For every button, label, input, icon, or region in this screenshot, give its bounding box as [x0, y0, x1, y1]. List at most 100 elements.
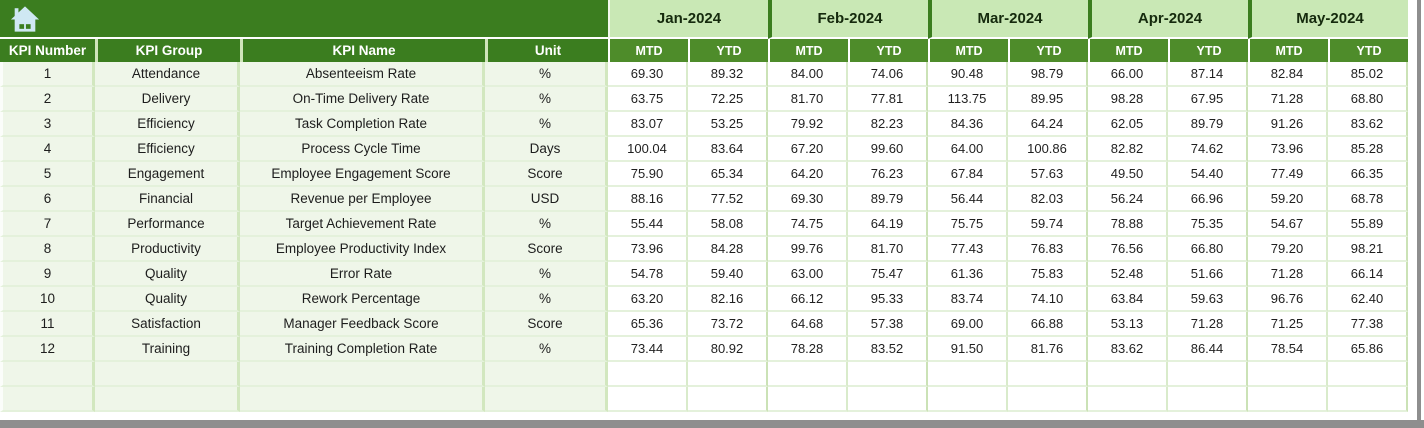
subheader-may-mtd[interactable]: MTD	[1248, 39, 1328, 62]
kpi-name-cell[interactable]: Manager Feedback Score	[240, 312, 485, 337]
kpi-number-cell[interactable]: 6	[0, 187, 95, 212]
value-cell[interactable]: 66.35	[1328, 162, 1408, 187]
value-cell[interactable]: 83.64	[688, 137, 768, 162]
value-cell[interactable]: 82.84	[1248, 62, 1328, 87]
empty-cell[interactable]	[768, 362, 848, 387]
value-cell[interactable]: 87.14	[1168, 62, 1248, 87]
unit-cell[interactable]: Score	[485, 312, 608, 337]
value-cell[interactable]: 76.83	[1008, 237, 1088, 262]
empty-cell[interactable]	[608, 362, 688, 387]
value-cell[interactable]: 73.96	[608, 237, 688, 262]
kpi-number-cell[interactable]: 4	[0, 137, 95, 162]
empty-cell[interactable]	[1328, 387, 1408, 412]
value-cell[interactable]: 90.48	[928, 62, 1008, 87]
value-cell[interactable]: 77.38	[1328, 312, 1408, 337]
value-cell[interactable]: 85.28	[1328, 137, 1408, 162]
value-cell[interactable]: 74.06	[848, 62, 928, 87]
kpi-number-cell[interactable]: 7	[0, 212, 95, 237]
empty-cell[interactable]	[240, 362, 485, 387]
value-cell[interactable]: 67.84	[928, 162, 1008, 187]
kpi-group-cell[interactable]: Financial	[95, 187, 240, 212]
value-cell[interactable]: 64.00	[928, 137, 1008, 162]
value-cell[interactable]: 68.78	[1328, 187, 1408, 212]
value-cell[interactable]: 81.70	[848, 237, 928, 262]
value-cell[interactable]: 59.40	[688, 262, 768, 287]
value-cell[interactable]: 62.40	[1328, 287, 1408, 312]
month-header-mar[interactable]: Mar-2024	[928, 0, 1088, 39]
column-header-kpi-name[interactable]: KPI Name	[240, 39, 485, 62]
subheader-mar-mtd[interactable]: MTD	[928, 39, 1008, 62]
value-cell[interactable]: 75.35	[1168, 212, 1248, 237]
value-cell[interactable]: 74.62	[1168, 137, 1248, 162]
value-cell[interactable]: 78.28	[768, 337, 848, 362]
value-cell[interactable]: 69.00	[928, 312, 1008, 337]
unit-cell[interactable]: Score	[485, 237, 608, 262]
value-cell[interactable]: 49.50	[1088, 162, 1168, 187]
value-cell[interactable]: 73.72	[688, 312, 768, 337]
column-header-unit[interactable]: Unit	[485, 39, 608, 62]
kpi-number-cell[interactable]: 10	[0, 287, 95, 312]
value-cell[interactable]: 74.75	[768, 212, 848, 237]
home-button[interactable]	[9, 4, 41, 34]
value-cell[interactable]: 66.14	[1328, 262, 1408, 287]
empty-cell[interactable]	[1248, 362, 1328, 387]
column-header-kpi-number[interactable]: KPI Number	[0, 39, 95, 62]
empty-cell[interactable]	[768, 387, 848, 412]
value-cell[interactable]: 65.86	[1328, 337, 1408, 362]
kpi-group-cell[interactable]: Attendance	[95, 62, 240, 87]
empty-cell[interactable]	[485, 387, 608, 412]
kpi-group-cell[interactable]: Quality	[95, 287, 240, 312]
unit-cell[interactable]: %	[485, 212, 608, 237]
kpi-name-cell[interactable]: Error Rate	[240, 262, 485, 287]
value-cell[interactable]: 73.96	[1248, 137, 1328, 162]
unit-cell[interactable]: %	[485, 87, 608, 112]
value-cell[interactable]: 83.52	[848, 337, 928, 362]
subheader-mar-ytd[interactable]: YTD	[1008, 39, 1088, 62]
kpi-group-cell[interactable]: Satisfaction	[95, 312, 240, 337]
empty-cell[interactable]	[928, 362, 1008, 387]
kpi-group-cell[interactable]: Efficiency	[95, 112, 240, 137]
value-cell[interactable]: 53.13	[1088, 312, 1168, 337]
value-cell[interactable]: 77.49	[1248, 162, 1328, 187]
kpi-number-cell[interactable]: 11	[0, 312, 95, 337]
value-cell[interactable]: 71.28	[1168, 312, 1248, 337]
value-cell[interactable]: 63.00	[768, 262, 848, 287]
kpi-number-cell[interactable]: 2	[0, 87, 95, 112]
value-cell[interactable]: 79.92	[768, 112, 848, 137]
kpi-name-cell[interactable]: Rework Percentage	[240, 287, 485, 312]
value-cell[interactable]: 84.36	[928, 112, 1008, 137]
subheader-jan-mtd[interactable]: MTD	[608, 39, 688, 62]
empty-cell[interactable]	[1168, 362, 1248, 387]
value-cell[interactable]: 83.62	[1088, 337, 1168, 362]
subheader-jan-ytd[interactable]: YTD	[688, 39, 768, 62]
kpi-name-cell[interactable]: Revenue per Employee	[240, 187, 485, 212]
value-cell[interactable]: 82.16	[688, 287, 768, 312]
value-cell[interactable]: 66.12	[768, 287, 848, 312]
empty-cell[interactable]	[848, 387, 928, 412]
unit-cell[interactable]: Score	[485, 162, 608, 187]
kpi-group-cell[interactable]: Productivity	[95, 237, 240, 262]
value-cell[interactable]: 57.63	[1008, 162, 1088, 187]
empty-cell[interactable]	[928, 387, 1008, 412]
value-cell[interactable]: 82.82	[1088, 137, 1168, 162]
value-cell[interactable]: 74.10	[1008, 287, 1088, 312]
value-cell[interactable]: 85.02	[1328, 62, 1408, 87]
empty-cell[interactable]	[1088, 362, 1168, 387]
value-cell[interactable]: 95.33	[848, 287, 928, 312]
kpi-group-cell[interactable]: Performance	[95, 212, 240, 237]
value-cell[interactable]: 75.75	[928, 212, 1008, 237]
value-cell[interactable]: 78.54	[1248, 337, 1328, 362]
value-cell[interactable]: 63.20	[608, 287, 688, 312]
value-cell[interactable]: 78.88	[1088, 212, 1168, 237]
value-cell[interactable]: 89.32	[688, 62, 768, 87]
value-cell[interactable]: 100.86	[1008, 137, 1088, 162]
value-cell[interactable]: 75.83	[1008, 262, 1088, 287]
month-header-feb[interactable]: Feb-2024	[768, 0, 928, 39]
value-cell[interactable]: 98.21	[1328, 237, 1408, 262]
kpi-number-cell[interactable]: 1	[0, 62, 95, 87]
value-cell[interactable]: 100.04	[608, 137, 688, 162]
horizontal-scrollbar[interactable]	[0, 420, 1424, 428]
kpi-name-cell[interactable]: Training Completion Rate	[240, 337, 485, 362]
subheader-feb-mtd[interactable]: MTD	[768, 39, 848, 62]
value-cell[interactable]: 84.28	[688, 237, 768, 262]
